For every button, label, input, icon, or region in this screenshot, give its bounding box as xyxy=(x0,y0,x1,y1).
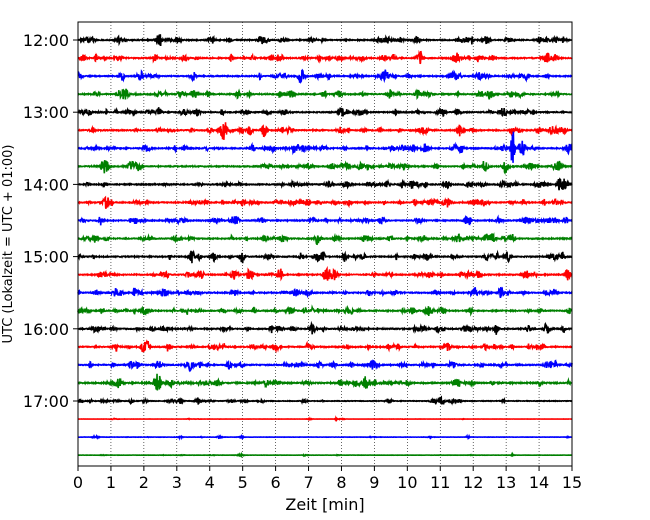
seismogram-trace xyxy=(77,177,573,191)
x-tick-label: 6 xyxy=(271,473,281,492)
y-tick-label: 14:00 xyxy=(23,175,69,194)
seismogram-trace xyxy=(77,106,573,118)
plot-frame xyxy=(77,21,573,467)
seismogram-trace xyxy=(77,265,573,282)
y-axis: 12:00 13:00 14:00 15:00 16:00 17:00 xyxy=(23,31,78,411)
y-axis-label: UTC (Lokalzeit = UTC + 01:00) xyxy=(1,145,16,344)
x-tick-label: 8 xyxy=(336,473,346,492)
x-tick-label: 15 xyxy=(562,473,582,492)
seismogram-trace xyxy=(77,232,573,246)
x-tick-label: 0 xyxy=(73,473,83,492)
seismogram-trace xyxy=(77,433,573,441)
seismogram-trace xyxy=(77,214,573,226)
seismogram-trace xyxy=(77,304,573,317)
seismogram-trace xyxy=(77,373,573,391)
x-axis: 0 1 2 3 4 5 6 7 8 9 10 11 12 13 14 15 xyxy=(73,466,582,492)
seismogram-trace xyxy=(77,451,573,459)
x-tick-label: 12 xyxy=(463,473,483,492)
seismogram-trace xyxy=(77,68,573,84)
x-tick-label: 2 xyxy=(139,473,149,492)
seismogram-trace xyxy=(77,359,573,373)
seismogram-trace xyxy=(77,88,573,100)
seismogram-trace xyxy=(77,49,573,65)
x-tick-label: 13 xyxy=(496,473,516,492)
x-tick-label: 1 xyxy=(106,473,116,492)
x-axis-label: Zeit [min] xyxy=(285,495,364,514)
y-tick-label: 16:00 xyxy=(23,320,69,339)
x-tick-label: 3 xyxy=(172,473,182,492)
seismogram-trace xyxy=(77,195,573,209)
seismogram-trace xyxy=(77,249,573,264)
x-tick-label: 11 xyxy=(430,473,450,492)
trace-group xyxy=(77,34,573,459)
seismogram-trace xyxy=(77,320,573,335)
x-tick-label: 14 xyxy=(529,473,549,492)
y-tick-label: 17:00 xyxy=(23,392,69,411)
seismogram-trace xyxy=(77,415,573,423)
seismogram-trace xyxy=(77,131,573,163)
x-tick-label: 4 xyxy=(205,473,215,492)
y-tick-label: 15:00 xyxy=(23,248,69,267)
seismogram-trace xyxy=(77,122,573,140)
x-tick-label: 10 xyxy=(397,473,417,492)
seismogram-trace xyxy=(77,160,573,176)
seismogram-trace xyxy=(77,286,573,299)
y-tick-label: 13:00 xyxy=(23,103,69,122)
seismogram-trace xyxy=(77,395,573,406)
x-tick-label: 9 xyxy=(369,473,379,492)
grid-lines xyxy=(110,22,540,466)
seismogram-trace xyxy=(77,339,573,354)
x-tick-label: 7 xyxy=(303,473,313,492)
x-tick-label: 5 xyxy=(238,473,248,492)
seismogram-trace xyxy=(77,34,573,47)
y-tick-label: 12:00 xyxy=(23,31,69,50)
